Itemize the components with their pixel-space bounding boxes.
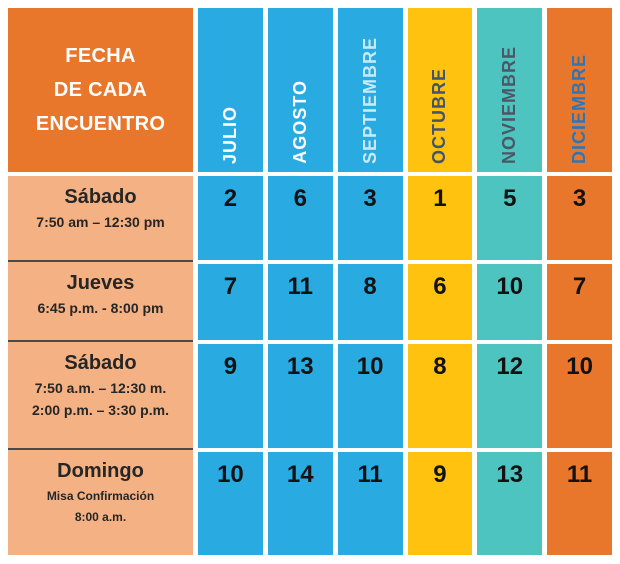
month-header-label: AGOSTO: [289, 80, 310, 164]
row-subtitle: 7:50 a.m. – 12:30 m.: [34, 380, 167, 396]
value-cell: 13: [477, 448, 543, 555]
month-header-label: OCTUBRE: [429, 68, 450, 164]
row-subtitle: 2:00 p.m. – 3:30 p.m.: [32, 401, 169, 418]
value-cell: 13: [267, 340, 333, 448]
row-title: Domingo: [57, 460, 144, 482]
value-cell: 8: [337, 260, 403, 340]
value-cell: 9: [198, 340, 263, 448]
value-cell: 1: [407, 172, 473, 260]
corner-title-line: FECHA: [65, 45, 136, 67]
row-label-domingo: Domingo Misa Confirmación 8:00 a.m.: [8, 448, 193, 555]
month-header-label: SEPTIEMBRE: [359, 36, 380, 164]
row-label-sabado-manana: Sábado 7:50 am – 12:30 pm: [8, 172, 193, 260]
value-cell: 5: [477, 172, 543, 260]
value-cell: 2: [198, 172, 263, 260]
value-cell: 7: [198, 260, 263, 340]
month-header-label: DICIEMBRE: [569, 53, 590, 164]
month-header-diciembre: DICIEMBRE: [547, 8, 612, 172]
month-header-label: JULIO: [219, 105, 240, 164]
row-title: Sábado: [64, 352, 137, 374]
value-cell: 14: [267, 448, 333, 555]
value-cell: 3: [337, 172, 403, 260]
month-header-septiembre: SEPTIEMBRE: [337, 8, 403, 172]
corner-title-line: ENCUENTRO: [35, 113, 166, 135]
value-cell: 8: [407, 340, 473, 448]
row-label-sabado-completo: Sábado 7:50 a.m. – 12:30 m. 2:00 p.m. – …: [8, 340, 193, 448]
value-cell: 12: [477, 340, 543, 448]
row-title: Sábado: [64, 186, 137, 208]
value-cell: 10: [477, 260, 543, 340]
value-cell: 6: [407, 260, 473, 340]
month-header-noviembre: NOVIEMBRE: [477, 8, 543, 172]
row-title: Jueves: [66, 272, 135, 294]
row-label-jueves: Jueves 6:45 p.m. - 8:00 pm: [8, 260, 193, 340]
schedule-table: FECHA DE CADA ENCUENTRO JULIO AGOSTO SEP…: [8, 8, 612, 555]
month-header-octubre: OCTUBRE: [407, 8, 473, 172]
value-cell: 11: [337, 448, 403, 555]
row-subtitle: 6:45 p.m. - 8:00 pm: [37, 300, 164, 316]
row-subtitle: 8:00 a.m.: [74, 509, 127, 524]
row-subtitle: Misa Confirmación: [46, 489, 155, 503]
month-header-agosto: AGOSTO: [267, 8, 333, 172]
corner-header-cell: FECHA DE CADA ENCUENTRO: [8, 8, 193, 172]
month-header-label: NOVIEMBRE: [499, 45, 520, 164]
month-header-julio: JULIO: [198, 8, 263, 172]
value-cell: 10: [337, 340, 403, 448]
value-cell: 10: [547, 340, 612, 448]
value-cell: 9: [407, 448, 473, 555]
value-cell: 11: [547, 448, 612, 555]
row-subtitle: 7:50 am – 12:30 pm: [36, 214, 165, 230]
value-cell: 7: [547, 260, 612, 340]
value-cell: 3: [547, 172, 612, 260]
value-cell: 10: [198, 448, 263, 555]
value-cell: 11: [267, 260, 333, 340]
value-cell: 6: [267, 172, 333, 260]
corner-title-line: DE CADA: [53, 79, 148, 101]
